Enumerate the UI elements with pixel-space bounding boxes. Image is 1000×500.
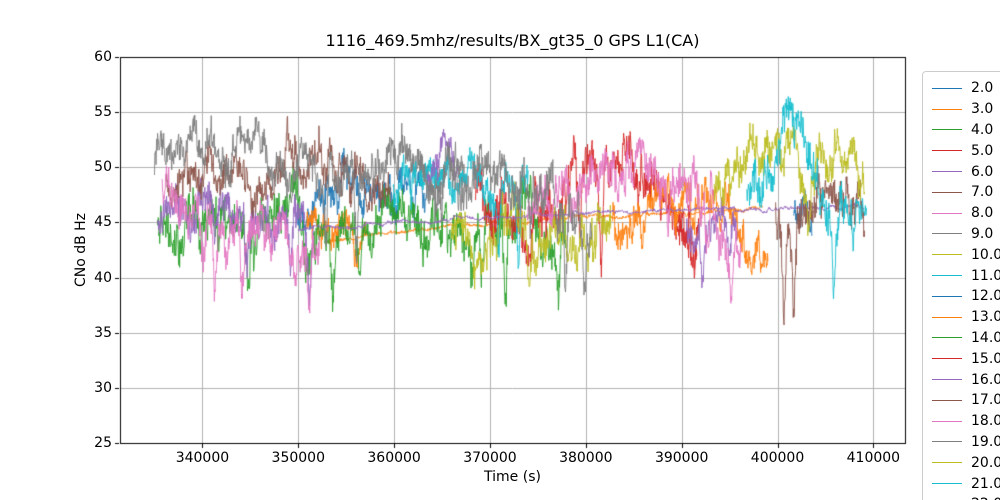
legend-label: 19.0 — [971, 433, 1000, 450]
legend-item: 5.0 — [932, 140, 1000, 161]
legend-label: 11.0 — [971, 267, 1000, 284]
legend-item: 9.0 — [932, 224, 1000, 245]
y-tick-label: 60 — [94, 49, 112, 65]
chart-title: 1116_469.5mhz/results/BX_gt35_0 GPS L1(C… — [325, 31, 700, 50]
legend-line-swatch — [932, 420, 962, 422]
legend-item: 4.0 — [932, 120, 1000, 141]
legend-item: 8.0 — [932, 203, 1000, 224]
legend-item: 2.0 — [932, 78, 1000, 99]
legend-item: 18.0 — [932, 411, 1000, 432]
legend-line-swatch — [932, 483, 962, 485]
legend-line-swatch — [932, 399, 962, 401]
y-tick-label: 30 — [94, 379, 112, 396]
legend-line-swatch — [932, 129, 962, 131]
legend-line-swatch — [932, 316, 962, 318]
legend-label: 21.0 — [971, 475, 1000, 492]
legend-label: 17.0 — [971, 392, 1000, 409]
legend-label: 20.0 — [971, 454, 1000, 471]
legend-line-swatch — [932, 171, 962, 173]
legend-label: 5.0 — [971, 142, 994, 159]
x-tick-label: 410000 — [846, 450, 901, 466]
legend-line-swatch — [932, 254, 962, 256]
legend-label: 2.0 — [971, 80, 994, 97]
legend-label: 9.0 — [971, 225, 994, 242]
legend-item: 7.0 — [932, 182, 1000, 203]
y-tick-label: 40 — [94, 269, 112, 286]
y-tick-label: 35 — [94, 324, 112, 341]
legend-line-swatch — [932, 462, 962, 464]
y-tick-label: 50 — [94, 159, 112, 176]
y-tick-label: 45 — [94, 214, 112, 231]
legend-item: 19.0 — [932, 432, 1000, 453]
legend-line-swatch — [932, 212, 962, 214]
y-tick-label: 25 — [94, 435, 112, 451]
legend-line-swatch — [932, 379, 962, 381]
legend-label: 7.0 — [971, 184, 994, 201]
legend-line-swatch — [932, 337, 962, 339]
legend-line-swatch — [932, 275, 962, 277]
legend-item: 22.0 — [932, 494, 1000, 500]
legend-label: 4.0 — [971, 121, 994, 138]
legend-item: 3.0 — [932, 99, 1000, 120]
legend-line-swatch — [932, 441, 962, 443]
legend-label: 18.0 — [971, 413, 1000, 430]
legend-item: 15.0 — [932, 348, 1000, 369]
legend-item: 11.0 — [932, 265, 1000, 286]
legend-item: 14.0 — [932, 328, 1000, 349]
legend-label: 15.0 — [971, 350, 1000, 367]
legend-label: 10.0 — [971, 246, 1000, 263]
legend-line-swatch — [932, 295, 962, 297]
legend-line-swatch — [932, 108, 962, 110]
x-tick-label: 400000 — [750, 450, 805, 466]
x-axis-label: Time (s) — [484, 469, 541, 485]
legend-line-swatch — [932, 233, 962, 235]
legend-line-swatch — [932, 150, 962, 152]
x-tick-label: 390000 — [654, 450, 709, 466]
legend-label: 14.0 — [971, 329, 1000, 346]
legend-label: 8.0 — [971, 205, 994, 222]
legend-label: 16.0 — [971, 371, 1000, 388]
legend: 2.0 3.0 4.0 5.0 6.0 7.0 8.0 9.0 10.0 11.0 12.0 13.0… — [922, 71, 1000, 500]
x-tick-label: 350000 — [271, 450, 325, 466]
legend-label: 3.0 — [971, 101, 994, 118]
x-tick-label: 340000 — [175, 450, 230, 466]
legend-item: 20.0 — [932, 452, 1000, 473]
legend-item: 10.0 — [932, 244, 1000, 265]
legend-item: 21.0 — [932, 473, 1000, 494]
legend-label: 22.0 — [971, 497, 1000, 500]
y-tick-label: 55 — [94, 104, 112, 121]
legend-line-swatch — [932, 87, 962, 89]
legend-label: 12.0 — [971, 288, 1000, 305]
legend-item: 6.0 — [932, 161, 1000, 182]
x-tick-label: 360000 — [367, 450, 421, 466]
legend-line-swatch — [932, 358, 962, 360]
legend-item: 16.0 — [932, 369, 1000, 390]
legend-item: 12.0 — [932, 286, 1000, 307]
legend-line-swatch — [932, 191, 962, 193]
x-tick-label: 380000 — [559, 450, 613, 466]
x-tick-label: 370000 — [463, 450, 517, 466]
legend-item: 17.0 — [932, 390, 1000, 411]
legend-item: 13.0 — [932, 307, 1000, 328]
legend-label: 13.0 — [971, 309, 1000, 326]
legend-label: 6.0 — [971, 163, 994, 180]
